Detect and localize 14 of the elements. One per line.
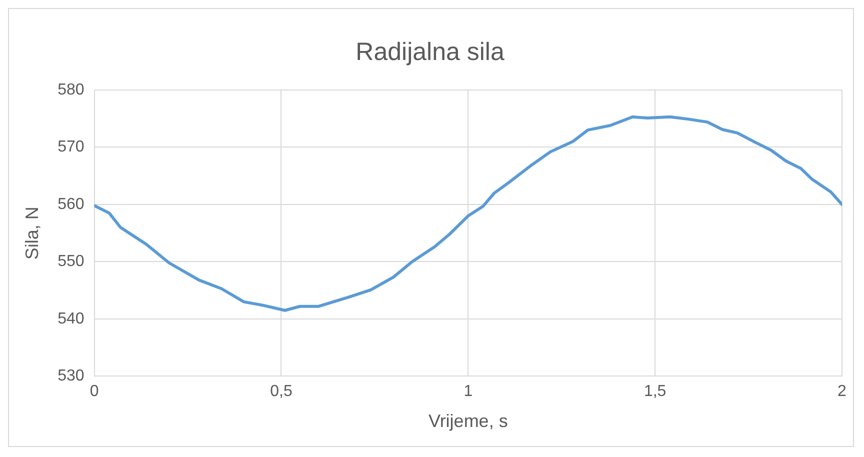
y-tick-label: 570 [58, 138, 84, 156]
x-tick-label: 1 [464, 383, 473, 400]
y-tick-label: 530 [58, 368, 84, 385]
x-tick-label: 0,5 [270, 383, 292, 400]
y-tick-label: 540 [58, 310, 84, 328]
y-tick-label: 580 [58, 81, 84, 98]
y-tick-label: 550 [58, 253, 84, 270]
x-tick-label: 1,5 [644, 383, 666, 400]
x-axis-title: Vrijeme, s [428, 411, 508, 432]
x-tick-label: 2 [838, 383, 847, 400]
chart-title: Radijalna sila [356, 38, 504, 66]
y-axis-title: Sila, N [22, 206, 42, 260]
y-tick-label: 560 [58, 196, 84, 213]
x-tick-label: 0 [90, 383, 99, 400]
